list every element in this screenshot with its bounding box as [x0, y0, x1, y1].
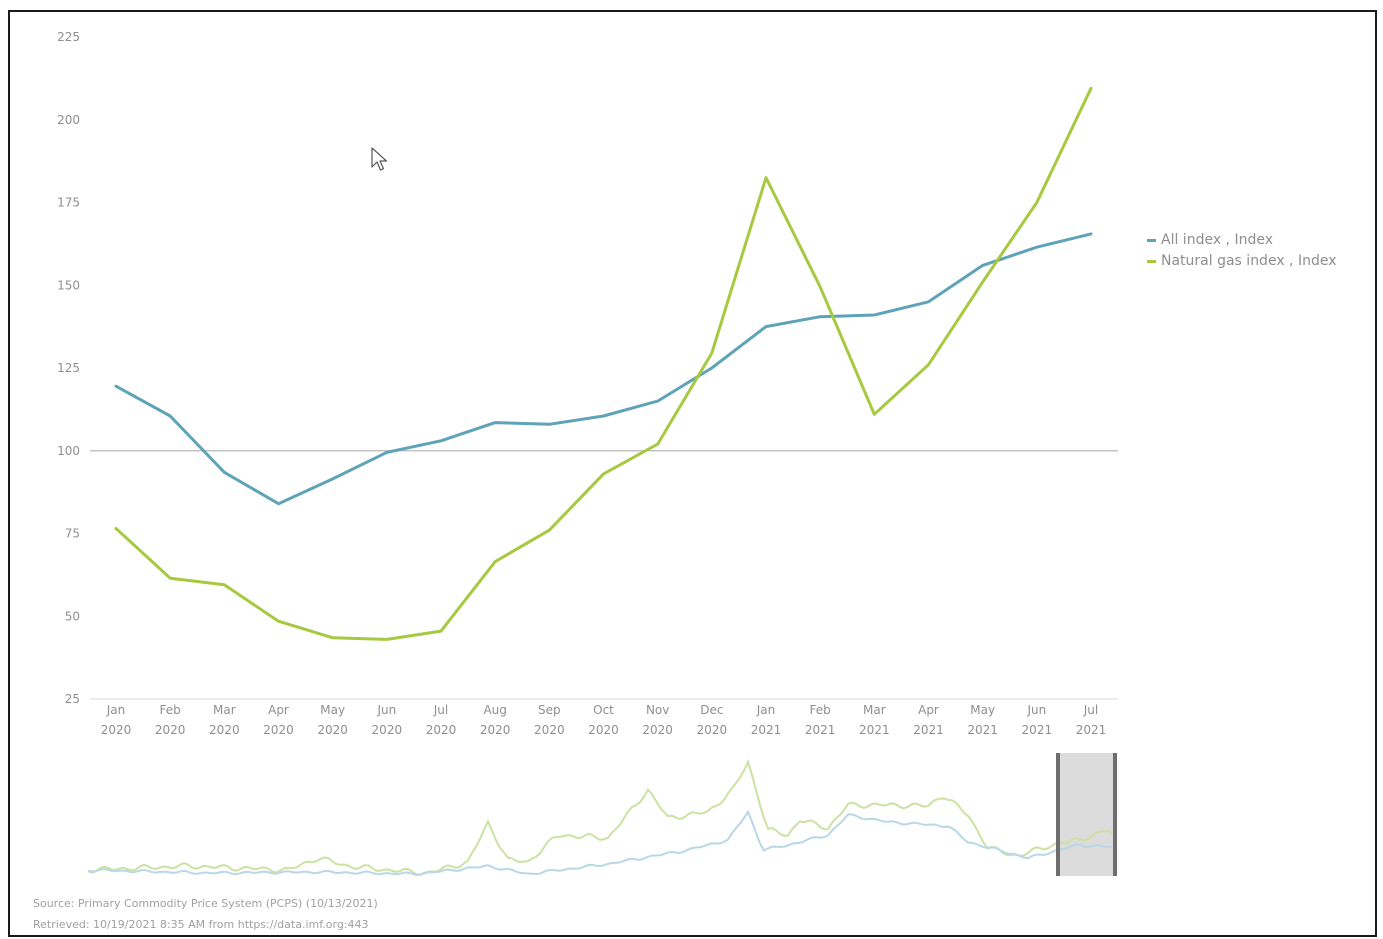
- y-tick-label: 150: [57, 278, 80, 292]
- x-tick-label: 2020: [372, 723, 403, 737]
- x-tick-label: Jun: [376, 703, 396, 717]
- x-tick-label: 2021: [967, 723, 998, 737]
- legend-item-natural-gas[interactable]: Natural gas index , Index: [1147, 251, 1337, 272]
- x-tick-label: 2021: [805, 723, 836, 737]
- x-tick-label: Feb: [160, 703, 181, 717]
- x-tick-label: 2020: [697, 723, 728, 737]
- x-tick-label: 2021: [1022, 723, 1053, 737]
- x-tick-label: Sep: [538, 703, 561, 717]
- legend-item-all-index[interactable]: All index , Index: [1147, 230, 1337, 251]
- x-tick-label: May: [320, 703, 345, 717]
- x-tick-label: Apr: [918, 703, 939, 717]
- x-tick-label: 2021: [859, 723, 890, 737]
- y-tick-label: 225: [57, 30, 80, 44]
- x-tick-label: 2021: [751, 723, 782, 737]
- navigator-line-natural-gas: [87, 758, 1113, 876]
- x-tick-label: Feb: [810, 703, 831, 717]
- source-text: Source: Primary Commodity Price System (…: [33, 897, 378, 910]
- y-tick-label: 200: [57, 113, 80, 127]
- source-note: Source: Primary Commodity Price System (…: [33, 893, 378, 935]
- series-lines: [114, 86, 1093, 641]
- y-tick-label: 175: [57, 196, 80, 210]
- x-tick-label: 2020: [480, 723, 511, 737]
- x-tick-label: Dec: [700, 703, 723, 717]
- x-tick-label: Jul: [433, 703, 448, 717]
- x-tick-label: Jul: [1083, 703, 1098, 717]
- navigator-line-all-index: [87, 809, 1113, 877]
- x-tick-label: 2020: [155, 723, 186, 737]
- x-tick-label: Apr: [268, 703, 289, 717]
- y-tick-label: 100: [57, 444, 80, 458]
- series-line-natural-gas[interactable]: [114, 86, 1093, 641]
- x-tick-label: Jan: [106, 703, 126, 717]
- series-line-all-index[interactable]: [114, 232, 1093, 506]
- x-tick-label: 2021: [913, 723, 944, 737]
- x-tick-label: 2020: [534, 723, 565, 737]
- x-tick-label: 2020: [263, 723, 294, 737]
- x-tick-label: May: [970, 703, 995, 717]
- x-tick-label: 2020: [317, 723, 348, 737]
- range-navigator[interactable]: [87, 753, 1117, 877]
- x-tick-label: 2020: [101, 723, 132, 737]
- legend-swatch-natural-gas: [1147, 260, 1156, 263]
- navigator-selection[interactable]: [1058, 753, 1115, 876]
- y-axis: 25 50 75 100 125 150 175 200 225: [57, 30, 80, 706]
- y-tick-label: 75: [65, 527, 80, 541]
- legend-label-all-index: All index , Index: [1161, 232, 1273, 248]
- x-tick-label: 2020: [426, 723, 457, 737]
- mouse-cursor-icon: [371, 147, 388, 171]
- x-tick-label: Mar: [863, 703, 886, 717]
- legend-label-natural-gas: Natural gas index , Index: [1161, 253, 1337, 269]
- y-tick-label: 125: [57, 361, 80, 375]
- chart-frame: [8, 10, 1377, 937]
- x-tick-label: Nov: [646, 703, 669, 717]
- x-tick-label: Jun: [1026, 703, 1046, 717]
- x-tick-label: Jan: [756, 703, 776, 717]
- x-tick-label: Mar: [213, 703, 236, 717]
- x-tick-label: 2021: [1076, 723, 1107, 737]
- x-tick-label: 2020: [588, 723, 619, 737]
- legend-swatch-all-index: [1147, 239, 1156, 242]
- x-tick-label: Aug: [483, 703, 506, 717]
- x-tick-label: 2020: [209, 723, 240, 737]
- x-tick-label: 2020: [642, 723, 673, 737]
- x-tick-label: Oct: [593, 703, 614, 717]
- retrieved-text: Retrieved: 10/19/2021 8:35 AM from https…: [33, 918, 369, 931]
- y-tick-label: 50: [65, 609, 80, 623]
- chart-legend[interactable]: All index , Index Natural gas index , In…: [1147, 230, 1337, 272]
- y-tick-label: 25: [65, 692, 80, 706]
- x-axis: Jan 2020 Feb 2020 Mar 2020 Apr 2020 May 2020 Jun 20…: [101, 703, 1107, 737]
